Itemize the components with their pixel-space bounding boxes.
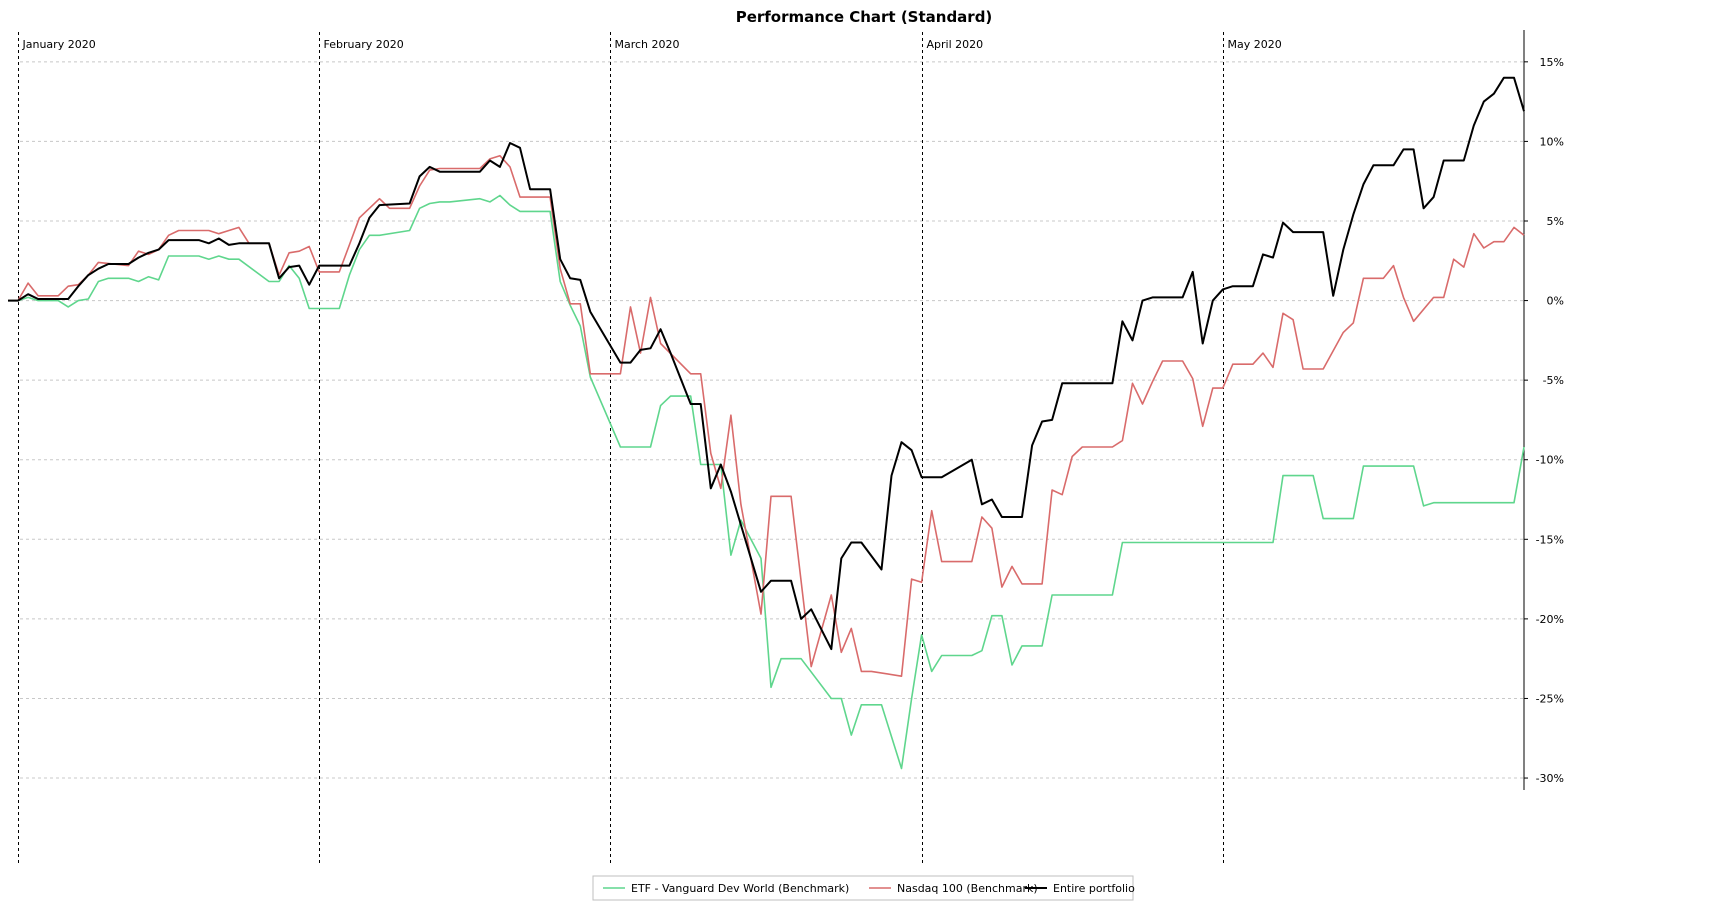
y-tick-label: -10% [1536,454,1564,467]
y-tick-label: 15% [1540,56,1564,69]
y-tick-label: -30% [1536,772,1564,785]
y-tick-label: 5% [1547,215,1564,228]
y-tick-label: 0% [1547,295,1564,308]
month-label: May 2020 [1228,38,1282,51]
grid-layer [20,61,1524,779]
legend-entry-label[interactable]: ETF - Vanguard Dev World (Benchmark) [631,882,849,895]
month-label: January 2020 [22,38,96,51]
y-tick-label: -5% [1543,374,1564,387]
month-layer: January 2020 February 2020 March 2020 April… [18,32,1282,866]
y-tick-label: -20% [1536,613,1564,626]
y-tick-label: -25% [1536,692,1564,705]
y-tick-label: -15% [1536,533,1564,546]
month-label: March 2020 [615,38,680,51]
series-layer [8,76,1525,770]
month-label: February 2020 [324,38,404,51]
series-line-2 [8,76,1525,651]
legend-entry-label[interactable]: Entire portfolio [1053,882,1135,895]
legend[interactable]: ETF - Vanguard Dev World (Benchmark) Nasd… [592,875,1135,901]
y-axis: 15% 10% 5% 0% -5% -10% -15% -20% -25% -30% [1523,30,1564,790]
legend-entry-label[interactable]: Nasdaq 100 (Benchmark) [897,882,1038,895]
month-label: April 2020 [927,38,984,51]
series-line-0 [8,194,1525,770]
y-tick-label: 10% [1540,135,1564,148]
chart-title: Performance Chart (Standard) [736,8,993,26]
